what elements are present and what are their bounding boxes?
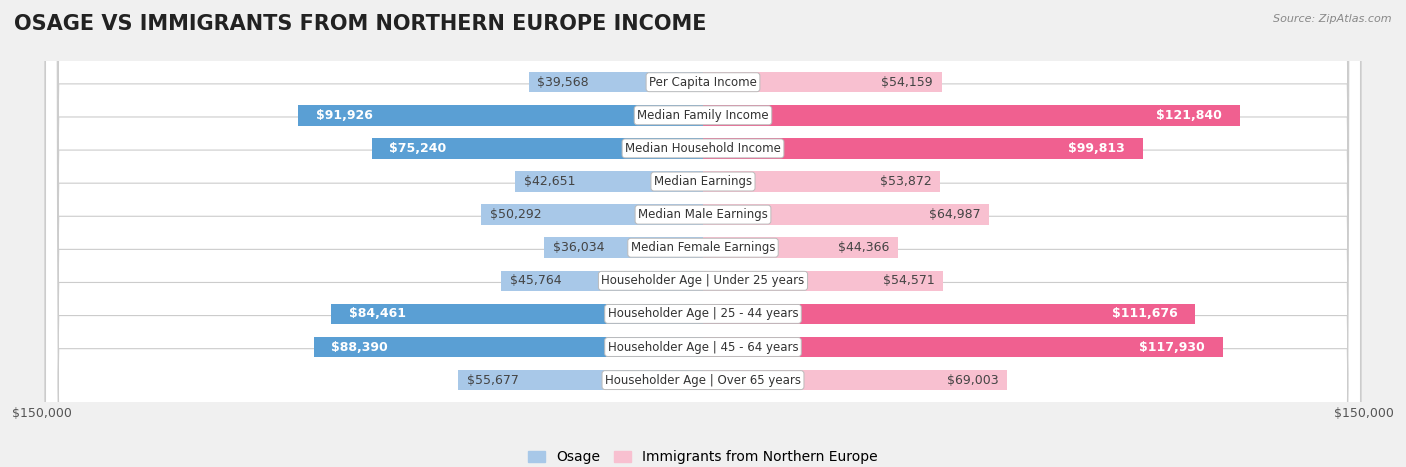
Text: OSAGE VS IMMIGRANTS FROM NORTHERN EUROPE INCOME: OSAGE VS IMMIGRANTS FROM NORTHERN EUROPE… xyxy=(14,14,707,34)
Text: $84,461: $84,461 xyxy=(349,307,405,320)
Bar xyxy=(544,237,703,258)
Bar xyxy=(703,304,1195,324)
Legend: Osage, Immigrants from Northern Europe: Osage, Immigrants from Northern Europe xyxy=(523,445,883,467)
FancyBboxPatch shape xyxy=(45,0,1361,467)
Bar xyxy=(298,105,703,126)
Text: $55,677: $55,677 xyxy=(467,374,519,387)
Bar xyxy=(515,171,703,192)
FancyBboxPatch shape xyxy=(45,0,1361,467)
Text: Householder Age | Under 25 years: Householder Age | Under 25 years xyxy=(602,274,804,287)
Text: Householder Age | 25 - 44 years: Householder Age | 25 - 44 years xyxy=(607,307,799,320)
Bar xyxy=(502,270,703,291)
FancyBboxPatch shape xyxy=(45,0,1361,467)
Text: $91,926: $91,926 xyxy=(315,109,373,122)
Text: $50,292: $50,292 xyxy=(491,208,541,221)
Bar xyxy=(703,237,898,258)
FancyBboxPatch shape xyxy=(45,0,1361,467)
Text: Median Female Earnings: Median Female Earnings xyxy=(631,241,775,254)
Bar xyxy=(703,205,990,225)
Bar xyxy=(703,370,1007,390)
Text: $45,764: $45,764 xyxy=(510,274,562,287)
Bar xyxy=(703,138,1143,159)
Text: $69,003: $69,003 xyxy=(946,374,998,387)
Bar xyxy=(330,304,703,324)
Bar xyxy=(371,138,703,159)
Text: $121,840: $121,840 xyxy=(1156,109,1222,122)
Text: $54,571: $54,571 xyxy=(883,274,935,287)
FancyBboxPatch shape xyxy=(45,0,1361,467)
FancyBboxPatch shape xyxy=(45,0,1361,467)
Text: $44,366: $44,366 xyxy=(838,241,890,254)
Text: Per Capita Income: Per Capita Income xyxy=(650,76,756,89)
Text: $99,813: $99,813 xyxy=(1069,142,1125,155)
FancyBboxPatch shape xyxy=(45,0,1361,467)
Text: $39,568: $39,568 xyxy=(537,76,589,89)
Text: Householder Age | 45 - 64 years: Householder Age | 45 - 64 years xyxy=(607,340,799,354)
FancyBboxPatch shape xyxy=(45,0,1361,467)
Text: $53,872: $53,872 xyxy=(880,175,932,188)
Bar xyxy=(529,72,703,92)
Bar xyxy=(703,171,941,192)
Bar xyxy=(703,105,1240,126)
Text: Median Family Income: Median Family Income xyxy=(637,109,769,122)
Bar xyxy=(481,205,703,225)
FancyBboxPatch shape xyxy=(45,0,1361,467)
Text: Source: ZipAtlas.com: Source: ZipAtlas.com xyxy=(1274,14,1392,24)
FancyBboxPatch shape xyxy=(45,0,1361,467)
Bar xyxy=(703,270,943,291)
Text: $75,240: $75,240 xyxy=(389,142,446,155)
Text: $88,390: $88,390 xyxy=(332,340,388,354)
Text: Median Male Earnings: Median Male Earnings xyxy=(638,208,768,221)
Text: Median Household Income: Median Household Income xyxy=(626,142,780,155)
Bar xyxy=(458,370,703,390)
Text: $111,676: $111,676 xyxy=(1112,307,1177,320)
Bar xyxy=(703,337,1223,357)
Text: Median Earnings: Median Earnings xyxy=(654,175,752,188)
Bar xyxy=(703,72,942,92)
Text: $42,651: $42,651 xyxy=(524,175,575,188)
Text: $54,159: $54,159 xyxy=(882,76,932,89)
Text: $117,930: $117,930 xyxy=(1139,340,1205,354)
Text: $64,987: $64,987 xyxy=(929,208,980,221)
Text: Householder Age | Over 65 years: Householder Age | Over 65 years xyxy=(605,374,801,387)
Text: $36,034: $36,034 xyxy=(553,241,605,254)
Bar xyxy=(314,337,703,357)
